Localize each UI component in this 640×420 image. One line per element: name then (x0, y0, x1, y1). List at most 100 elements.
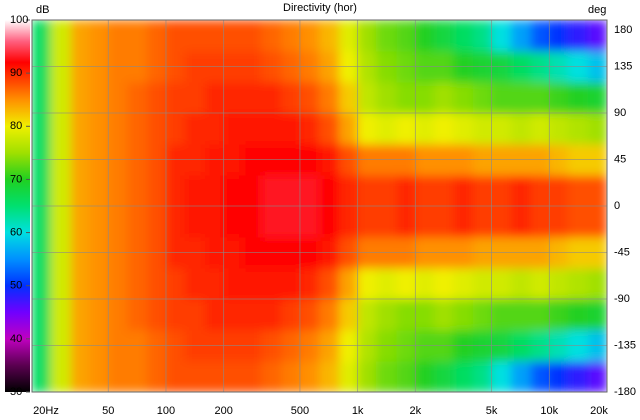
heat-cell (376, 175, 398, 207)
heat-cell (491, 20, 512, 52)
heat-cell (261, 299, 282, 331)
heat-cell (242, 361, 262, 392)
heat-cell (376, 206, 398, 238)
heat-cell (530, 113, 550, 145)
heat-cell (281, 20, 301, 52)
heat-cell (588, 20, 607, 52)
heat-cell (127, 175, 148, 207)
heat-cell (396, 175, 416, 207)
heat-cell (339, 206, 359, 238)
heat-cell (415, 299, 435, 331)
heat-cell (453, 82, 474, 114)
heat-cell (32, 20, 52, 52)
heat-cell (567, 268, 589, 300)
heat-cell (71, 268, 91, 300)
heat-cell (510, 82, 532, 114)
heat-cell (205, 20, 225, 52)
heat-cell (473, 299, 493, 331)
heat-cell (242, 20, 262, 52)
heat-cell (127, 361, 148, 392)
heat-cell (261, 113, 282, 145)
heat-cell (147, 175, 167, 207)
heat-cell (396, 206, 416, 238)
heat-cell (242, 299, 262, 331)
heat-cell (396, 82, 416, 114)
heat-cell (339, 299, 359, 331)
heat-cell (433, 82, 454, 114)
heat-cell (339, 268, 359, 300)
heat-cell (299, 113, 320, 145)
heat-cell (299, 361, 320, 392)
heat-cell (32, 206, 52, 238)
heat-cell (530, 268, 550, 300)
heat-cell (473, 361, 493, 392)
y-tick-label: -180 (614, 386, 636, 398)
heat-cell (339, 20, 359, 52)
heat-cell (491, 206, 512, 238)
heat-cell (453, 175, 474, 207)
heat-cell (147, 299, 167, 331)
y-tick-label: 0 (614, 200, 620, 212)
heat-cell (530, 82, 550, 114)
heat-cell (357, 299, 377, 331)
heat-cell (261, 175, 282, 207)
colorbar-label: dB (36, 4, 49, 16)
x-tick-label: 1k (352, 405, 364, 417)
heat-cell (510, 206, 532, 238)
heat-cell (357, 20, 377, 52)
y-tick-label: -135 (614, 339, 636, 351)
heat-cell (205, 206, 225, 238)
heat-cell (127, 113, 148, 145)
heat-cell (491, 299, 512, 331)
heat-cell (567, 175, 589, 207)
heat-cell (71, 299, 91, 331)
heat-cell (147, 268, 167, 300)
heat-cell (510, 268, 532, 300)
heat-cell (71, 361, 91, 392)
heat-cell (205, 175, 225, 207)
heat-cell (165, 299, 186, 331)
y-tick-label: 180 (614, 24, 632, 36)
heat-cell (147, 82, 167, 114)
heat-cell (357, 113, 377, 145)
heat-cell (567, 82, 589, 114)
heat-cell (50, 206, 72, 238)
heat-cell (242, 206, 262, 238)
heat-cell (223, 113, 243, 145)
heat-cell (319, 268, 340, 300)
heat-cell (32, 268, 52, 300)
heat-cell (223, 82, 243, 114)
heat-cell (108, 20, 129, 52)
heat-cell (50, 20, 72, 52)
heat-cell (588, 113, 607, 145)
heat-cell (588, 206, 607, 238)
heat-cell (89, 113, 109, 145)
heat-cell (473, 20, 493, 52)
heat-cell (433, 268, 454, 300)
plot-frame (31, 19, 608, 393)
heat-cell (89, 299, 109, 331)
heat-cell (433, 206, 454, 238)
heat-cell (376, 361, 398, 392)
colorbar-tick-label: 70 (10, 173, 22, 185)
heat-cell (281, 175, 301, 207)
heat-cell (415, 113, 435, 145)
x-tick-label: 50 (102, 405, 114, 417)
x-tick-label: 5k (486, 405, 498, 417)
heat-cell (184, 113, 206, 145)
heat-cell (108, 299, 129, 331)
heat-cell (319, 82, 340, 114)
heat-cell (165, 175, 186, 207)
heat-cell (281, 299, 301, 331)
x-tick-label: 2k (410, 405, 422, 417)
heat-cell (588, 299, 607, 331)
heat-cell (147, 20, 167, 52)
heat-cell (184, 206, 206, 238)
y-tick-label: 135 (614, 60, 632, 72)
heat-cell (281, 361, 301, 392)
heat-cell (530, 361, 550, 392)
heat-cell (567, 113, 589, 145)
heat-cell (549, 299, 569, 331)
heat-cell (396, 113, 416, 145)
